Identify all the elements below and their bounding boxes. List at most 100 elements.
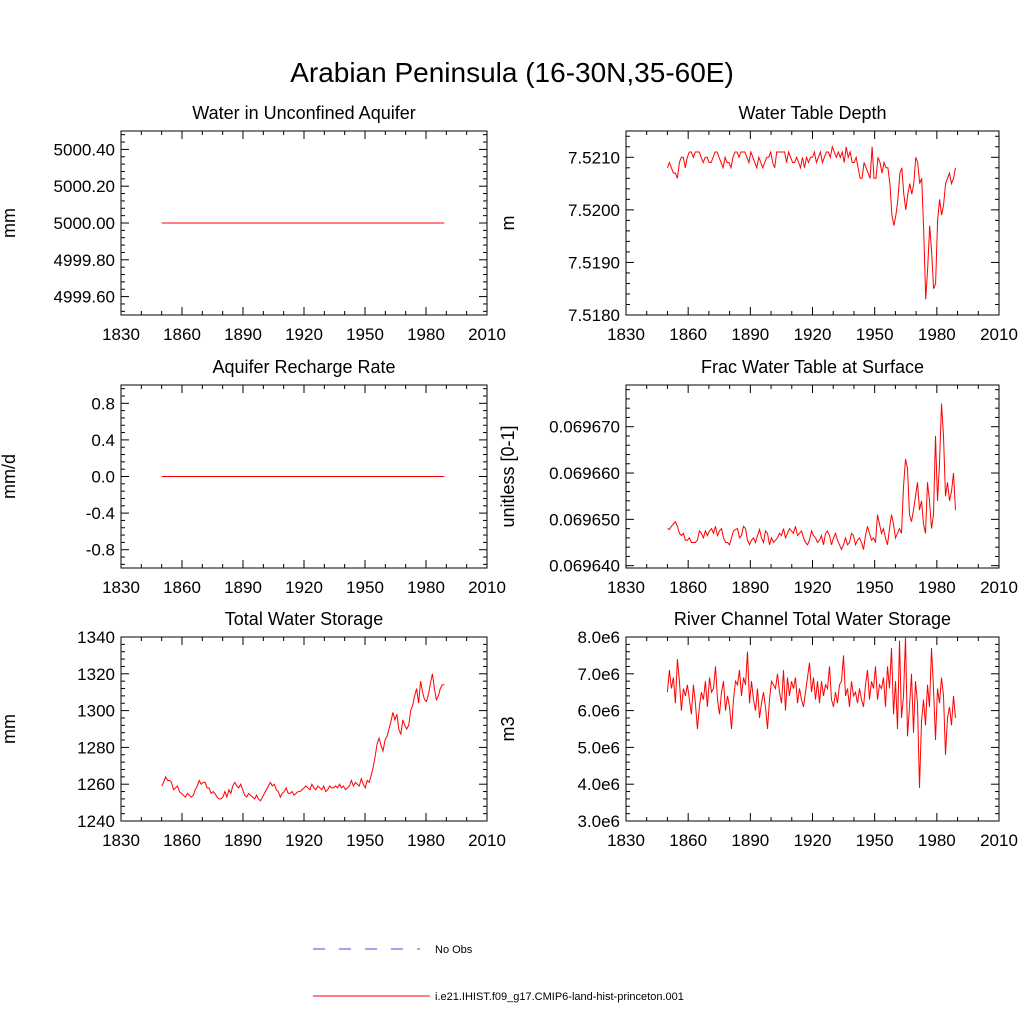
y-tick-label: -0.4 <box>86 504 115 523</box>
x-tick-label: 1950 <box>346 831 384 850</box>
y-tick-label: 1320 <box>77 665 115 684</box>
y-tick-label: 1340 <box>77 628 115 647</box>
plot-frame <box>625 130 1000 316</box>
x-tick-label: 1920 <box>285 831 323 850</box>
x-tick-label: 1890 <box>224 578 262 597</box>
x-tick-label: 1830 <box>102 578 140 597</box>
x-tick-label: 1980 <box>918 578 956 597</box>
legend-label-no-obs: No Obs <box>435 944 473 956</box>
panel-title: Water Table Depth <box>738 103 886 123</box>
x-tick-label: 1920 <box>794 831 832 850</box>
panel-unconf: Water in Unconfined Aquifer 1830 1860 1890 1… <box>0 103 506 344</box>
plot-frame <box>625 384 1000 569</box>
x-tick-label: 2010 <box>980 831 1018 850</box>
x-tick-label: 1980 <box>407 831 445 850</box>
y-axis-label: m <box>498 216 518 231</box>
y-tick-label: 1280 <box>77 738 115 757</box>
y-tick-label: 1260 <box>77 775 115 794</box>
x-tick-label: 2010 <box>468 831 506 850</box>
y-tick-label: 0.4 <box>91 431 115 450</box>
x-tick-label: 1980 <box>407 325 445 344</box>
y-tick-label: 5.0e6 <box>577 738 620 757</box>
x-tick-label: 1950 <box>346 325 384 344</box>
y-tick-label: 0.069660 <box>549 464 620 483</box>
y-tick-label: 5000.00 <box>54 214 115 233</box>
y-tick-label: 0.069650 <box>549 510 620 529</box>
series-line-model <box>161 673 445 802</box>
y-tick-label: 7.5190 <box>568 253 620 272</box>
y-tick-label: 8.0e6 <box>577 628 620 647</box>
y-axis-label: mm/d <box>0 454 19 499</box>
x-tick-label: 1920 <box>285 578 323 597</box>
panel-title: Frac Water Table at Surface <box>701 357 924 377</box>
series-line-model <box>666 636 956 788</box>
figure-title: Arabian Peninsula (16-30N,35-60E) <box>290 57 734 88</box>
x-tick-label: 1950 <box>856 831 894 850</box>
x-tick-label: 1890 <box>731 578 769 597</box>
y-tick-label: 3.0e6 <box>577 812 620 831</box>
y-tick-label: 0.8 <box>91 394 115 413</box>
x-tick-label: 2010 <box>980 578 1018 597</box>
y-tick-label: 6.0e6 <box>577 702 620 721</box>
x-tick-label: 1830 <box>102 831 140 850</box>
y-axis-label: unitless [0-1] <box>498 425 518 527</box>
x-tick-label: 2010 <box>980 325 1018 344</box>
x-tick-label: 1950 <box>346 578 384 597</box>
panel-fwts: Frac Water Table at Surface 1830 1860 1890 1… <box>498 357 1018 597</box>
x-tick-label: 1860 <box>163 578 201 597</box>
y-tick-label: 4.0e6 <box>577 775 620 794</box>
series-line-model <box>666 144 956 300</box>
panel-title: River Channel Total Water Storage <box>674 609 951 629</box>
y-tick-label: 7.0e6 <box>577 665 620 684</box>
x-tick-label: 1890 <box>224 831 262 850</box>
x-tick-label: 1980 <box>918 831 956 850</box>
legend: No Obs i.e21.IHIST.f09_g17.CMIP6-land-hi… <box>313 944 684 1003</box>
x-tick-label: 2010 <box>468 578 506 597</box>
x-tick-label: 1830 <box>102 325 140 344</box>
panel-river: River Channel Total Water Storage 1830 186… <box>498 609 1018 850</box>
x-tick-label: 1890 <box>731 831 769 850</box>
legend-label-model: i.e21.IHIST.f09_g17.CMIP6-land-hist-prin… <box>435 991 684 1003</box>
y-tick-label: 7.5210 <box>568 148 620 167</box>
x-tick-label: 1920 <box>794 325 832 344</box>
panel-recharge: Aquifer Recharge Rate 1830 1860 1890 1920 195… <box>0 357 506 597</box>
y-axis-label: mm <box>0 714 19 744</box>
x-tick-label: 1830 <box>607 831 645 850</box>
plot-frame <box>625 636 1000 822</box>
x-tick-label: 1860 <box>163 831 201 850</box>
y-tick-label: 7.5180 <box>568 306 620 325</box>
y-tick-label: 0.069670 <box>549 418 620 437</box>
x-tick-label: 1920 <box>794 578 832 597</box>
panels: Water in Unconfined Aquifer 1830 1860 1890 1… <box>0 103 1018 850</box>
y-tick-label: 1300 <box>77 702 115 721</box>
x-tick-label: 1860 <box>669 831 707 850</box>
y-tick-label: 5000.40 <box>54 140 115 159</box>
x-tick-label: 1860 <box>669 325 707 344</box>
series-line-model <box>667 403 956 551</box>
x-tick-label: 1830 <box>607 325 645 344</box>
y-tick-label: 5000.20 <box>54 177 115 196</box>
y-axis-label: mm <box>0 208 19 238</box>
y-tick-label: 4999.60 <box>54 288 115 307</box>
panel-wtd: Water Table Depth 1830 1860 1890 1920 1950 198… <box>498 103 1018 344</box>
y-tick-label: 7.5200 <box>568 201 620 220</box>
x-tick-label: 2010 <box>468 325 506 344</box>
x-tick-label: 1830 <box>607 578 645 597</box>
y-tick-label: 0.0 <box>91 468 115 487</box>
panel-title: Water in Unconfined Aquifer <box>192 103 415 123</box>
x-tick-label: 1920 <box>285 325 323 344</box>
panel-title: Total Water Storage <box>225 609 383 629</box>
x-tick-label: 1890 <box>731 325 769 344</box>
panel-title: Aquifer Recharge Rate <box>212 357 395 377</box>
x-tick-label: 1950 <box>856 578 894 597</box>
y-tick-label: 1240 <box>77 812 115 831</box>
x-tick-label: 1980 <box>918 325 956 344</box>
y-tick-label: 0.069640 <box>549 557 620 576</box>
y-axis-label: m3 <box>498 716 518 741</box>
y-tick-label: 4999.80 <box>54 251 115 270</box>
x-tick-label: 1950 <box>856 325 894 344</box>
panel-tws: Total Water Storage 1830 1860 1890 1920 1950 1… <box>0 609 506 850</box>
x-tick-label: 1890 <box>224 325 262 344</box>
x-tick-label: 1860 <box>163 325 201 344</box>
